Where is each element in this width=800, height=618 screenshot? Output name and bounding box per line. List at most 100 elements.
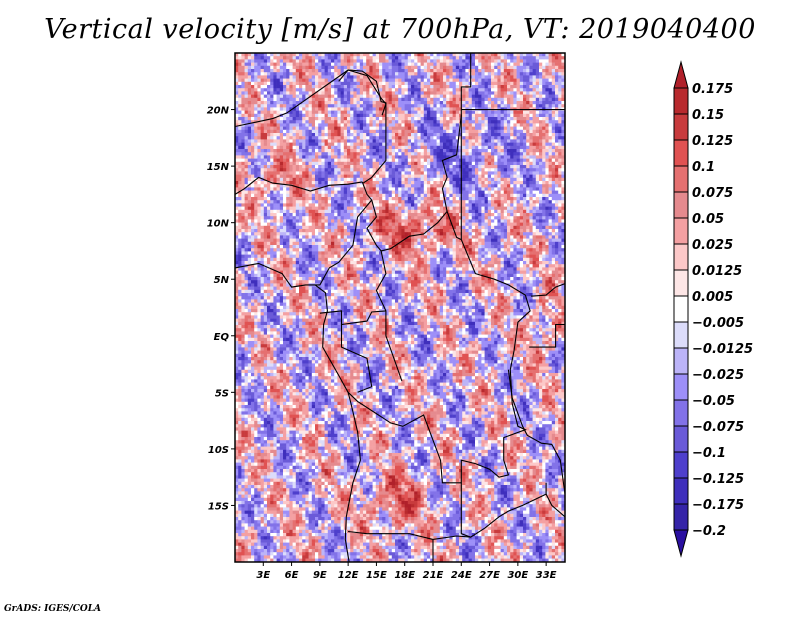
field-cell xyxy=(548,101,553,105)
field-cell xyxy=(331,149,335,153)
field-cell xyxy=(334,126,338,131)
field-cell xyxy=(446,168,450,172)
field-cell xyxy=(507,78,511,83)
field-cell xyxy=(523,101,527,105)
field-cell xyxy=(558,94,562,99)
field-cell xyxy=(551,126,556,131)
field-cell xyxy=(315,171,319,175)
field-cell xyxy=(510,145,514,150)
field-cell xyxy=(257,171,261,175)
field-cell xyxy=(353,187,357,191)
field-cell xyxy=(455,107,460,111)
field-cell xyxy=(331,101,335,105)
field-cell xyxy=(455,165,460,169)
field-cell xyxy=(235,133,239,137)
field-cell xyxy=(407,94,412,99)
field-cell xyxy=(238,197,242,201)
field-cell xyxy=(551,168,556,172)
field-cell xyxy=(350,181,354,185)
field-cell xyxy=(302,85,306,89)
field-cell xyxy=(382,174,386,179)
field-cell xyxy=(475,97,479,102)
field-cell xyxy=(353,59,357,63)
field-cell xyxy=(302,181,306,185)
field-cell xyxy=(388,126,393,131)
field-cell xyxy=(308,56,313,60)
field-cell xyxy=(343,193,348,198)
field-cell xyxy=(548,113,553,118)
field-cell xyxy=(366,69,370,73)
field-cell xyxy=(526,184,530,188)
field-cell xyxy=(539,72,543,76)
field-cell xyxy=(343,197,348,201)
field-cell xyxy=(295,85,300,89)
field-cell xyxy=(382,75,386,79)
field-cell xyxy=(347,129,351,134)
field-cell xyxy=(308,91,313,95)
field-cell xyxy=(545,88,549,92)
field-cell xyxy=(478,152,482,156)
field-cell xyxy=(507,158,511,163)
field-cell xyxy=(356,149,361,153)
field-cell xyxy=(363,113,367,118)
field-cell xyxy=(433,97,437,102)
field-cell xyxy=(478,184,482,188)
field-cell xyxy=(455,200,460,204)
field-cell xyxy=(270,190,274,195)
field-cell xyxy=(446,161,450,166)
field-cell xyxy=(404,181,409,185)
field-cell xyxy=(516,59,521,63)
field-cell xyxy=(526,193,530,198)
field-cell xyxy=(503,174,508,179)
field-cell xyxy=(475,110,479,115)
field-cell xyxy=(449,101,453,105)
field-cell xyxy=(404,56,409,60)
field-cell xyxy=(382,69,386,73)
field-cell xyxy=(513,123,517,127)
field-cell xyxy=(497,155,501,159)
field-cell xyxy=(343,81,348,86)
field-cell xyxy=(302,158,306,163)
field-cell xyxy=(494,65,498,70)
field-cell xyxy=(516,72,521,76)
field-cell xyxy=(516,53,521,57)
field-cell xyxy=(555,152,559,156)
field-cell xyxy=(295,65,300,70)
field-cell xyxy=(468,171,473,175)
field-cell xyxy=(385,145,389,150)
field-cell xyxy=(475,155,479,159)
field-cell xyxy=(404,149,409,153)
field-cell xyxy=(516,110,521,115)
field-cell xyxy=(551,62,556,67)
field-cell xyxy=(500,72,505,76)
field-cell xyxy=(452,149,457,153)
field-cell xyxy=(478,171,482,175)
field-cell xyxy=(321,104,325,108)
field-cell xyxy=(286,113,290,118)
field-cell xyxy=(433,126,437,131)
field-cell xyxy=(382,133,386,137)
field-cell xyxy=(452,117,457,121)
field-cell xyxy=(302,152,306,156)
field-cell xyxy=(299,104,303,108)
field-cell xyxy=(433,69,437,73)
field-cell xyxy=(241,133,245,137)
field-cell xyxy=(273,81,277,86)
field-cell xyxy=(347,136,351,140)
field-cell xyxy=(395,145,399,150)
field-cell xyxy=(555,113,559,118)
field-cell xyxy=(471,120,476,124)
field-cell xyxy=(407,123,412,127)
field-cell xyxy=(500,62,505,67)
field-cell xyxy=(308,59,313,63)
field-cell xyxy=(375,62,380,67)
field-cell xyxy=(401,200,405,204)
field-cell xyxy=(267,117,271,121)
field-cell xyxy=(420,62,425,67)
field-cell xyxy=(404,165,409,169)
field-cell xyxy=(446,75,450,79)
field-cell xyxy=(452,136,457,140)
field-cell xyxy=(340,110,345,115)
field-cell xyxy=(398,101,402,105)
field-cell xyxy=(535,155,540,159)
